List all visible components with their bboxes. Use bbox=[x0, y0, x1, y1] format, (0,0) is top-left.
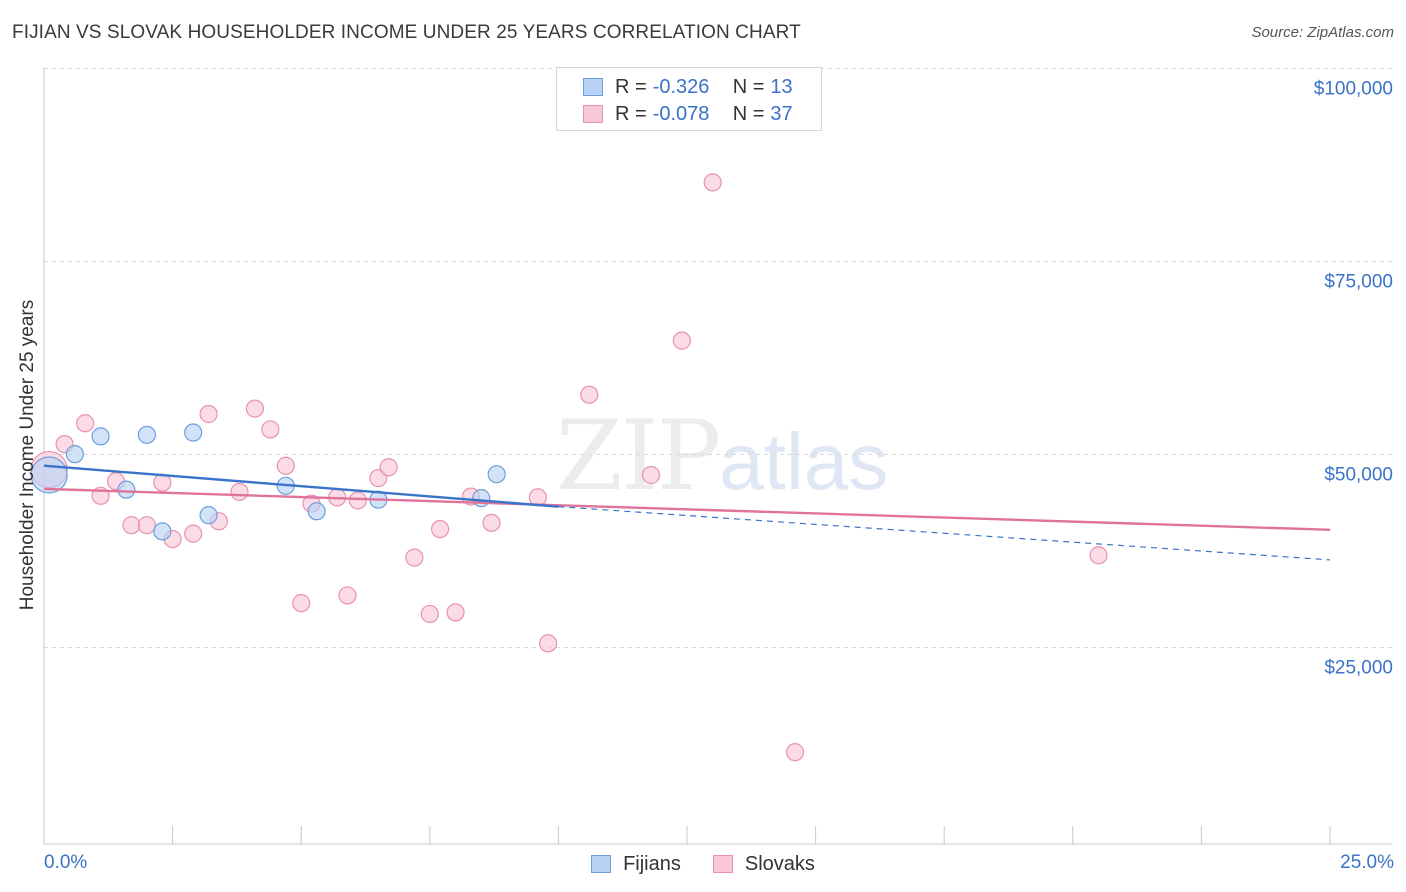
slovaks-trend-line bbox=[43, 487, 1331, 531]
slovaks-point bbox=[122, 516, 141, 535]
fijians-point bbox=[307, 502, 326, 521]
slovaks-point bbox=[703, 173, 722, 192]
slovaks-r-label: R = bbox=[615, 102, 647, 125]
slovaks-point bbox=[1089, 546, 1108, 565]
fijians-point bbox=[199, 506, 218, 525]
y-tick-label: $75,000 bbox=[1324, 271, 1393, 292]
fijians-r-value: -0.326 bbox=[652, 75, 710, 98]
slovaks-point bbox=[76, 414, 95, 433]
x-tick-label-min: 0.0% bbox=[44, 852, 88, 873]
fijians-point bbox=[91, 427, 110, 446]
fijians-trend-extension bbox=[558, 506, 1331, 561]
watermark: ZIPatlas bbox=[556, 400, 888, 512]
slovaks-point bbox=[261, 420, 280, 439]
series-legend: Fijians Slovaks bbox=[0, 852, 1406, 876]
legend-row-slovaks: R = -0.078 N = 37 bbox=[583, 102, 793, 126]
slovaks-swatch bbox=[583, 105, 603, 123]
fijians-legend-label: Fijians bbox=[623, 852, 681, 875]
y-tick-label: $25,000 bbox=[1324, 657, 1393, 678]
chart-title: FIJIAN VS SLOVAK HOUSEHOLDER INCOME UNDE… bbox=[12, 22, 801, 43]
slovaks-n-value: 37 bbox=[770, 102, 793, 125]
fijians-trend-line bbox=[43, 464, 559, 508]
y-tick-label: $100,000 bbox=[1314, 78, 1393, 99]
slovaks-point bbox=[539, 634, 558, 653]
legend-row-fijians: R = -0.326 N = 13 bbox=[583, 75, 793, 99]
fijians-legend-swatch bbox=[591, 855, 612, 873]
slovaks-point bbox=[379, 458, 398, 477]
slovaks-point bbox=[230, 482, 249, 502]
slovaks-point bbox=[580, 385, 599, 404]
slovaks-legend-swatch bbox=[712, 855, 733, 873]
slovaks-point bbox=[276, 456, 295, 475]
watermark-atlas: atlas bbox=[719, 417, 889, 506]
watermark-zip: ZIP bbox=[556, 400, 721, 512]
y-axis-title: Householder Income Under 25 years bbox=[17, 299, 38, 611]
fijians-n-value: 13 bbox=[770, 75, 793, 98]
legend-item-slovaks: Slovaks bbox=[712, 852, 815, 876]
fijians-point bbox=[117, 480, 136, 499]
x-tick-label-max: 25.0% bbox=[1340, 852, 1394, 873]
slovaks-point bbox=[482, 513, 501, 532]
slovaks-point bbox=[641, 465, 661, 485]
slovaks-r-value: -0.078 bbox=[652, 102, 710, 125]
slovaks-n-label: N = bbox=[732, 102, 765, 125]
fijians-point bbox=[153, 522, 172, 541]
fijians-n-label: N = bbox=[732, 75, 765, 98]
legend-item-fijians: Fijians bbox=[591, 853, 681, 876]
fijians-swatch bbox=[583, 78, 603, 96]
slovaks-point bbox=[137, 516, 156, 535]
fijians-point bbox=[65, 445, 84, 464]
slovaks-point bbox=[430, 519, 450, 539]
slovaks-point bbox=[338, 586, 357, 605]
slovaks-point bbox=[184, 524, 203, 543]
slovaks-point bbox=[672, 331, 691, 350]
slovaks-point bbox=[420, 604, 439, 624]
source-credit: Source: ZipAtlas.com bbox=[1251, 24, 1394, 41]
slovaks-point bbox=[785, 743, 805, 762]
fijians-point bbox=[137, 425, 156, 444]
fijians-point bbox=[487, 465, 506, 484]
correlation-legend: R = -0.326 N = 13 R = -0.078 N = 37 bbox=[556, 67, 822, 131]
slovaks-point bbox=[348, 491, 367, 510]
slovaks-point bbox=[245, 399, 265, 418]
slovaks-point bbox=[292, 594, 311, 613]
fijians-r-label: R = bbox=[615, 75, 647, 98]
slovaks-point bbox=[446, 603, 465, 622]
slovaks-point bbox=[199, 404, 218, 424]
y-tick-label: $50,000 bbox=[1324, 464, 1393, 485]
slovaks-legend-label: Slovaks bbox=[744, 852, 815, 875]
fijians-point bbox=[184, 423, 203, 442]
slovaks-point bbox=[405, 548, 424, 567]
